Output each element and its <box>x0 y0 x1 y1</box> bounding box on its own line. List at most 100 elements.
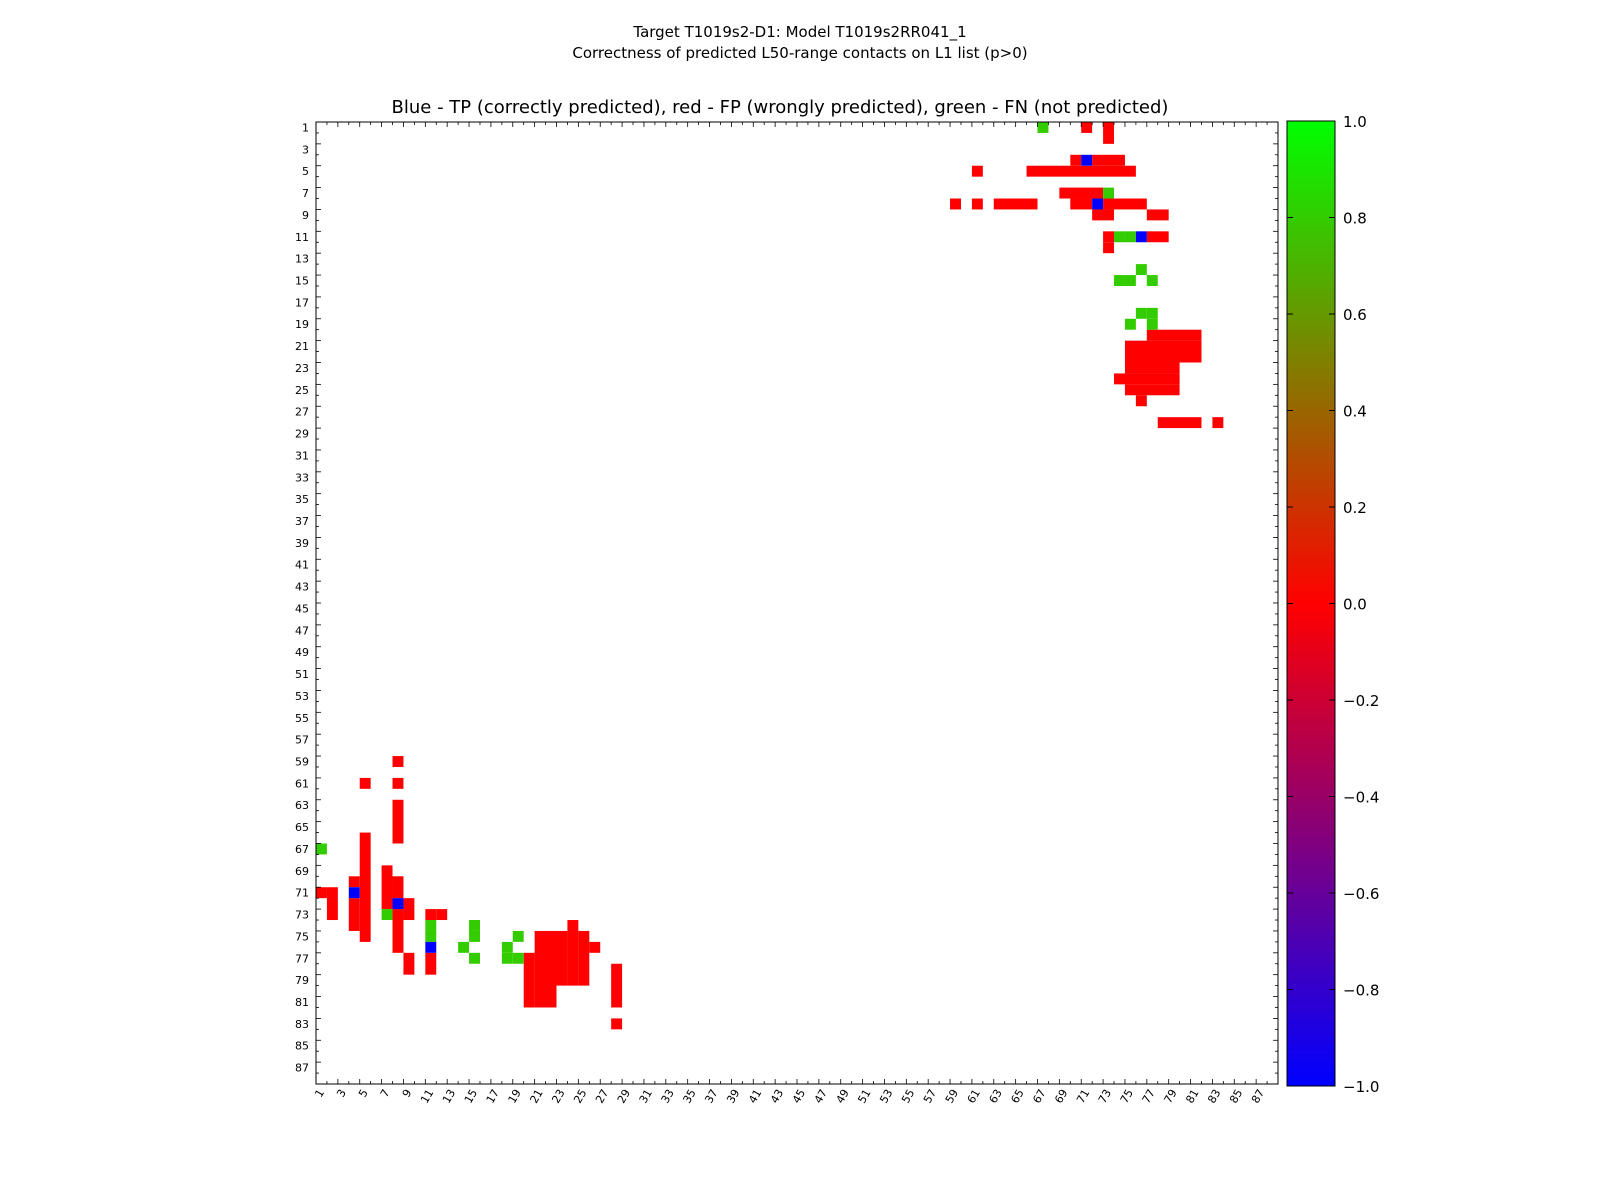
fp-contact-block <box>1092 154 1125 166</box>
y-tick-label: 43 <box>295 581 309 594</box>
fp-contact-block <box>1124 340 1202 363</box>
x-tick-label: 47 <box>812 1087 830 1106</box>
x-tick-label: 41 <box>746 1087 764 1106</box>
fn-contact-cell <box>1124 231 1136 243</box>
fp-contact-block <box>993 198 1038 210</box>
fp-contact-block <box>326 887 338 921</box>
x-tick-label: 63 <box>987 1087 1005 1106</box>
y-tick-label: 77 <box>295 952 309 965</box>
colorbar-ticks-layer: 1.0 0.8 0.6 0.4 0.2 0.0 −0.2 −0.4 −0.6 −0.8 −1.0 <box>1287 113 1379 1096</box>
y-tick-label: 81 <box>295 996 309 1009</box>
fp-contact-block <box>392 756 404 767</box>
y-tick-label: 79 <box>295 974 309 987</box>
colorbar-tick-label: 0.6 <box>1343 306 1367 324</box>
y-tick-label: 5 <box>302 165 309 178</box>
y-tick-label: 71 <box>295 887 309 900</box>
fp-contact-block <box>425 952 437 975</box>
y-tick-label: 83 <box>295 1018 309 1031</box>
fp-contact-block <box>1081 122 1093 133</box>
y-tick-label: 55 <box>295 712 309 725</box>
fp-contact-block <box>1103 242 1115 254</box>
fn-contact-cell <box>469 952 480 964</box>
y-tick-label: 49 <box>295 646 309 659</box>
y-tick-label: 75 <box>295 930 309 943</box>
y-tick-label: 41 <box>295 559 309 572</box>
x-tick-label: 11 <box>418 1087 436 1106</box>
x-tick-label: 59 <box>943 1087 961 1106</box>
fn-contact-cell <box>425 920 437 931</box>
x-tick-label: 27 <box>593 1087 611 1106</box>
y-tick-label: 35 <box>295 493 309 506</box>
x-tick-label: 29 <box>615 1087 633 1106</box>
fn-contact-cell <box>1135 307 1147 319</box>
fn-contact-cell <box>1146 307 1158 319</box>
x-tick-label: 49 <box>834 1087 852 1106</box>
x-tick-label: 43 <box>768 1087 786 1106</box>
fn-contact-cell <box>316 843 327 855</box>
y-tick-label: 27 <box>295 406 309 419</box>
fp-contact-block <box>1146 231 1169 243</box>
fp-contact-block <box>971 198 983 210</box>
x-tick-label: 87 <box>1249 1087 1267 1106</box>
colorbar-tick-label: 0.2 <box>1343 499 1367 517</box>
y-tick-label: 73 <box>295 909 309 922</box>
colorbar-tick-label: 0.0 <box>1343 596 1367 614</box>
chart-suptitle-line1: Target T1019s2-D1: Model T1019s2RR041_1 <box>633 23 967 41</box>
y-tick-label: 7 <box>302 187 309 200</box>
x-tick-label: 55 <box>899 1087 917 1106</box>
x-tick-label: 35 <box>680 1087 698 1106</box>
y-tick-label: 31 <box>295 449 309 462</box>
fn-contact-cell <box>458 941 470 953</box>
fp-contact-block <box>971 165 983 177</box>
x-tick-label: 83 <box>1205 1087 1223 1106</box>
fp-contact-block <box>1070 198 1093 210</box>
x-tick-label: 5 <box>356 1087 371 1100</box>
fn-contact-cell <box>501 952 513 964</box>
fn-contact-cell <box>469 920 480 931</box>
fp-contact-block <box>1212 417 1224 429</box>
plot-background <box>316 122 1278 1084</box>
x-tick-label: 81 <box>1183 1087 1201 1106</box>
fp-contact-block <box>1157 417 1202 429</box>
y-tick-label: 15 <box>295 275 309 288</box>
fp-contact-block <box>1103 198 1147 210</box>
fp-contact-block <box>1146 209 1169 221</box>
fn-contact-cell <box>512 930 524 942</box>
fn-contact-cell <box>501 941 513 953</box>
chart-suptitle-line2: Correctness of predicted L50-range conta… <box>572 44 1028 62</box>
fp-contact-block <box>359 777 371 789</box>
x-tick-label: 61 <box>965 1087 983 1106</box>
y-tick-label: 39 <box>295 537 309 550</box>
fp-contact-block <box>611 963 623 1008</box>
x-tick-label: 15 <box>462 1087 480 1106</box>
colorbar-tick-label: −0.2 <box>1343 692 1379 710</box>
fn-contact-cell <box>1114 275 1125 286</box>
fp-contact-block <box>1114 373 1180 385</box>
tp-contact-cell <box>1081 154 1093 166</box>
fp-contact-block <box>348 876 360 888</box>
x-tick-label: 37 <box>702 1087 720 1106</box>
fn-contact-cell <box>1146 318 1158 330</box>
colorbar-tick-label: −0.4 <box>1343 789 1379 807</box>
fp-contact-block <box>348 898 360 931</box>
x-tick-label: 77 <box>1140 1087 1158 1106</box>
fp-contact-block <box>1092 209 1115 221</box>
fp-contact-block <box>589 941 601 953</box>
fn-contact-cell <box>1124 318 1136 330</box>
x-tick-label: 7 <box>378 1087 393 1100</box>
y-tick-label: 69 <box>295 865 309 878</box>
x-tick-label: 1 <box>312 1087 327 1100</box>
fp-contact-block <box>556 930 568 986</box>
y-tick-label: 87 <box>295 1062 309 1075</box>
fp-contact-block <box>381 865 393 910</box>
fp-contact-block <box>1124 384 1180 396</box>
x-tick-label: 73 <box>1096 1087 1114 1106</box>
fp-contact-block <box>1026 165 1136 177</box>
colorbar-tick-label: 0.8 <box>1343 210 1367 228</box>
fp-contact-block <box>1059 187 1104 199</box>
fp-contact-block <box>1135 395 1147 407</box>
fp-contact-block <box>392 909 404 953</box>
y-tick-label: 47 <box>295 624 309 637</box>
fp-contact-block <box>403 952 415 975</box>
